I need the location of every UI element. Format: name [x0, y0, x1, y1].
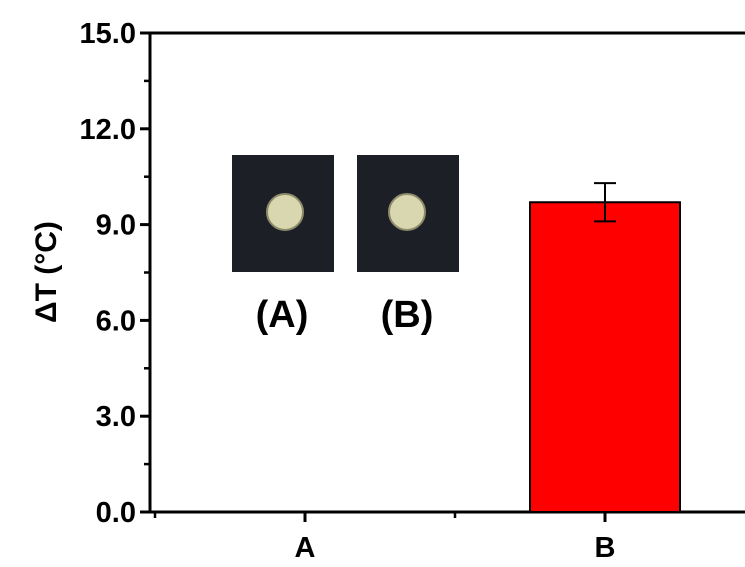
y-tick-label: 15.0: [80, 18, 136, 50]
bars: [529, 201, 681, 513]
bar-b: [529, 201, 681, 513]
error-bars: [594, 182, 616, 223]
y-tick-label: 6.0: [96, 305, 136, 337]
inset-photo-b-spot: [388, 193, 426, 231]
y-ticks: 0.0 3.0 6.0 9.0 12.0 15.0: [80, 18, 150, 529]
y-tick-label: 3.0: [96, 401, 136, 433]
y-axis-title: ΔT (°C): [30, 221, 63, 323]
x-tick-label-a: A: [295, 532, 316, 564]
x-tick-label-b: B: [595, 532, 616, 564]
inset-label-a: (A): [256, 294, 309, 336]
inset-photo-a-spot: [266, 193, 304, 231]
error-bar-b: [594, 182, 616, 223]
inset-photos: (A) (B): [232, 155, 459, 336]
y-tick-label: 9.0: [96, 210, 136, 242]
y-tick-label: 12.0: [80, 114, 136, 146]
y-tick-label: 0.0: [96, 497, 136, 529]
inset-label-b: (B): [381, 294, 434, 336]
